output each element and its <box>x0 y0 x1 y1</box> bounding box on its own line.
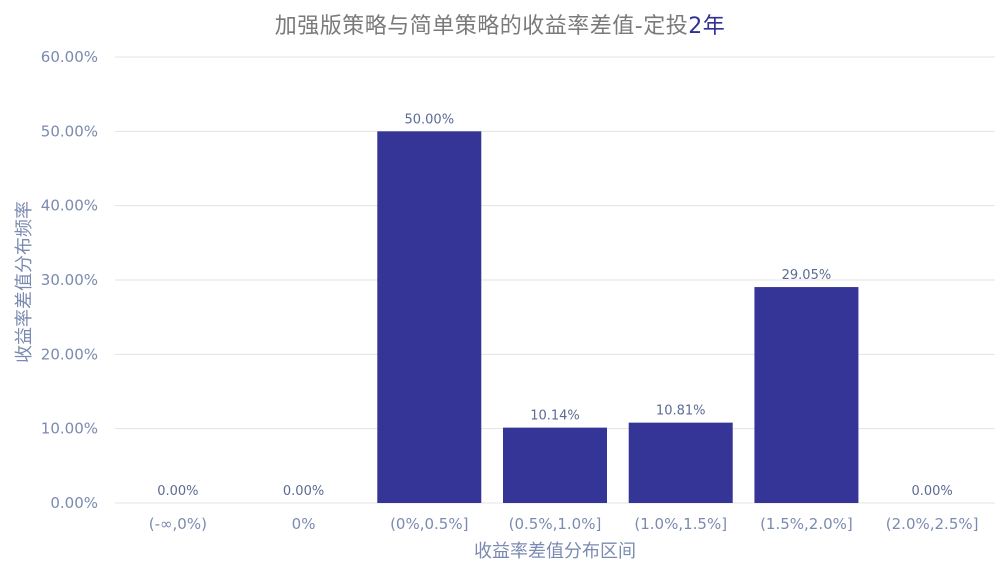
bar <box>503 427 607 503</box>
y-tick-label: 40.00% <box>41 197 98 215</box>
y-axis-title: 收益率差值分布频率 <box>14 201 35 363</box>
data-label: 0.00% <box>157 484 198 499</box>
chart-title-main: 加强版策略与简单策略的收益率差值-定投 <box>274 14 689 39</box>
y-tick-label: 20.00% <box>41 345 98 363</box>
data-labels: 0.00% 0.00% 50.00% 10.14% 10.81% 29.05% 0.00% <box>157 112 953 499</box>
data-label: 29.05% <box>782 268 832 283</box>
bar <box>628 422 733 503</box>
x-tick-label: (0.5%,1.0%] <box>509 515 602 533</box>
y-tick-label: 10.00% <box>41 420 98 438</box>
chart-title-accent: 2年 <box>688 14 726 39</box>
y-tick-label: 30.00% <box>41 271 98 289</box>
chart-title: 加强版策略与简单策略的收益率差值-定投2年 <box>0 8 1000 40</box>
bars <box>377 131 859 504</box>
x-tick-label: (0%,0.5%] <box>390 515 468 533</box>
y-tick-label: 0.00% <box>50 494 98 512</box>
x-tick-label: (1.5%,2.0%] <box>760 515 853 533</box>
y-axis-ticks: 0.00% 10.00% 20.00% 30.00% 40.00% 50.00% 60.00… <box>41 48 98 512</box>
bar <box>754 287 859 503</box>
bar <box>377 131 482 504</box>
x-tick-label: (1.0%,1.5%] <box>634 515 727 533</box>
x-tick-label: 0% <box>292 515 316 533</box>
y-tick-label: 50.00% <box>41 122 98 140</box>
x-axis-title: 收益率差值分布区间 <box>474 541 636 562</box>
y-tick-label: 60.00% <box>41 48 98 66</box>
data-label: 0.00% <box>283 484 324 499</box>
data-label: 50.00% <box>404 112 454 127</box>
x-tick-label: (2.0%,2.5%] <box>886 515 979 533</box>
x-axis-ticks: (-∞,0%) 0% (0%,0.5%] (0.5%,1.0%] (1.0%,1.5%]… <box>149 515 979 533</box>
data-label: 10.14% <box>530 409 580 424</box>
data-label: 10.81% <box>656 404 706 419</box>
data-label: 0.00% <box>911 484 952 499</box>
x-tick-label: (-∞,0%) <box>149 515 207 533</box>
